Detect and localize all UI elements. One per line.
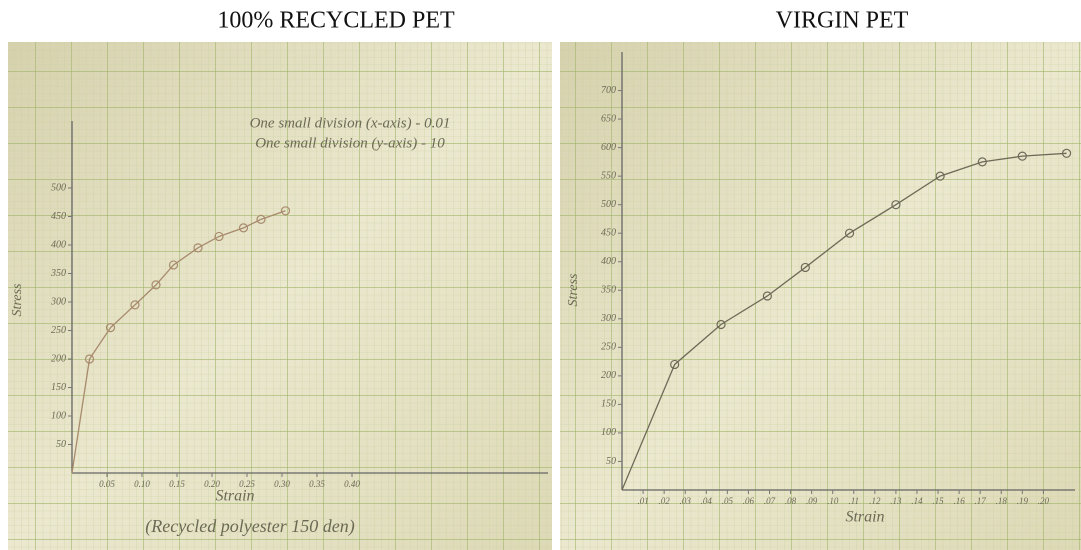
x-tick-label: 0.15 [169,479,185,489]
x-tick-label: .04 [701,496,713,506]
y-tick-label: 650 [601,113,616,124]
x-tick-label: 0.10 [134,479,150,489]
x-tick-label: .01 [637,496,648,506]
y-tick-label: 600 [601,142,616,153]
x-tick-label: .06 [743,496,755,506]
y-tick-label: 150 [601,399,616,410]
x-tick-label: 0.05 [99,479,115,489]
y-tick-label: 450 [601,227,616,238]
x-tick-label: .12 [869,496,881,506]
x-tick-label: .03 [680,496,692,506]
y-tick-label: 200 [601,370,616,381]
x-tick-label: .11 [848,496,859,506]
y-tick-label: 550 [601,170,616,181]
x-tick-label: 0.40 [344,479,360,489]
y-tick-label: 100 [51,410,66,421]
y-axis-label: Stress [566,273,581,306]
x-tick-label: .18 [996,496,1008,506]
x-tick-label: .14 [911,496,923,506]
y-tick-label: 400 [601,256,616,267]
x-axis-label: Strain [845,509,884,526]
x-tick-label: .07 [764,496,776,506]
y-tick-label: 700 [601,85,616,96]
y-tick-label: 300 [50,296,66,307]
y-tick-label: 250 [601,342,616,353]
x-tick-label: 0.30 [274,479,290,489]
page: {"chart_data": [ {"type": "line", "title… [0,0,1081,550]
y-tick-label: 350 [50,268,66,279]
y-tick-label: 450 [51,211,66,222]
graph-grid [560,42,1081,550]
y-tick-label: 350 [600,285,616,296]
y-tick-label: 50 [56,439,66,450]
y-axis-label: Stress [10,283,25,316]
y-tick-label: 50 [606,456,616,467]
y-tick-label: 100 [601,427,616,438]
figure: 100% RECYCLED PET VIRGIN PET One small d… [0,0,1081,550]
x-tick-label: .19 [1017,496,1029,506]
y-tick-label: 300 [600,313,616,324]
x-tick-label: .08 [785,496,797,506]
x-tick-label: .13 [890,496,902,506]
y-tick-label: 250 [51,325,66,336]
chart-title: 100% RECYCLED PET [217,8,455,34]
annotation: One small division (y-axis) - 10 [255,135,445,151]
y-tick-label: 400 [51,239,66,250]
y-tick-label: 150 [51,382,66,393]
x-tick-label: .17 [975,496,987,506]
x-tick-label: 0.35 [309,479,325,489]
x-axis-label: Strain [215,488,254,505]
x-tick-label: .10 [827,496,839,506]
x-tick-label: .20 [1038,496,1050,506]
chart-title: VIRGIN PET [776,8,909,34]
x-tick-label: .09 [806,496,818,506]
annotation: One small division (x-axis) - 0.01 [250,115,451,131]
x-tick-label: .15 [932,496,944,506]
x-tick-label: .05 [722,496,734,506]
x-tick-label: .02 [659,496,671,506]
y-tick-label: 500 [601,199,616,210]
y-tick-label: 200 [51,353,66,364]
y-tick-label: 500 [51,182,66,193]
x-tick-label: .16 [953,496,965,506]
caption: (Recycled polyester 150 den) [145,516,354,537]
